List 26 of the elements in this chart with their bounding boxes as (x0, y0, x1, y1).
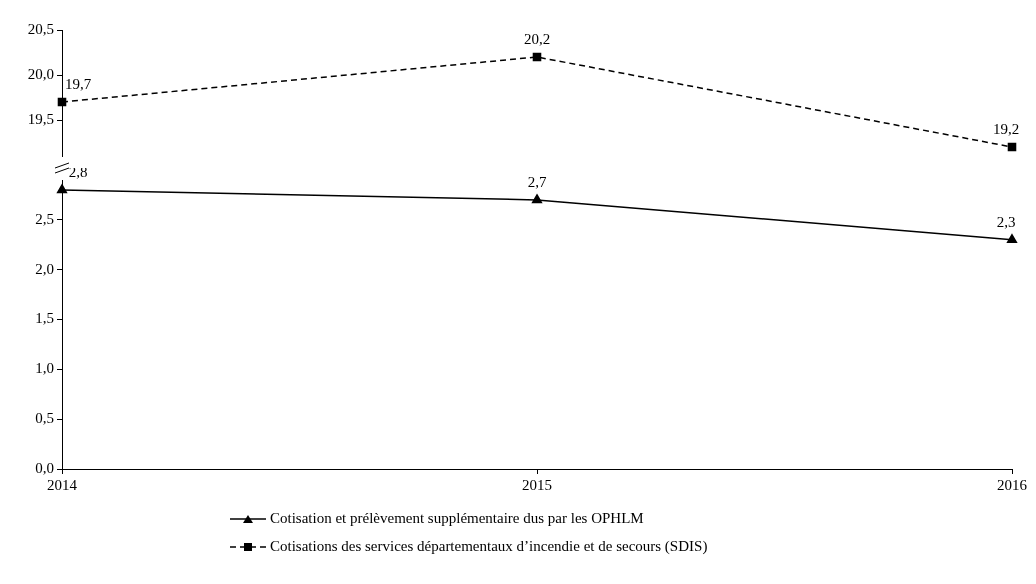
y-tick-label: 1,0 (35, 360, 54, 377)
point (1006, 234, 1018, 244)
y-tick-label: 20,5 (27, 20, 54, 37)
y-tick-label: 2,0 (35, 260, 54, 277)
data-label: 19,7 (64, 76, 92, 93)
data-label: 2,7 (527, 174, 547, 191)
y-tick-label: 20,0 (27, 65, 54, 82)
point (57, 97, 67, 107)
point (532, 52, 542, 62)
point (56, 184, 68, 194)
y-tick-label: 0,5 (35, 410, 54, 427)
x-tick-label: 2016 (997, 476, 1028, 493)
y-tick-label: 2,5 (35, 210, 54, 227)
data-label: 19,2 (992, 121, 1020, 138)
data-label: 2,8 (68, 164, 88, 181)
data-label: 2,3 (996, 214, 1016, 231)
legend-label: Cotisation et prélèvement supplémentaire dus par les OPHLM (270, 510, 644, 527)
data-label: 20,2 (523, 31, 551, 48)
y-tick-label: 1,5 (35, 310, 54, 327)
y-tick-label: 0,0 (35, 459, 54, 476)
legend-label: Cotisations des services départementaux d’incendie et de secours (SDIS) (270, 538, 708, 555)
point (531, 194, 543, 204)
point (1007, 142, 1017, 152)
x-tick-label: 2014 (47, 476, 78, 493)
x-tick-label: 2015 (522, 476, 552, 493)
y-tick-label: 19,5 (27, 110, 54, 127)
